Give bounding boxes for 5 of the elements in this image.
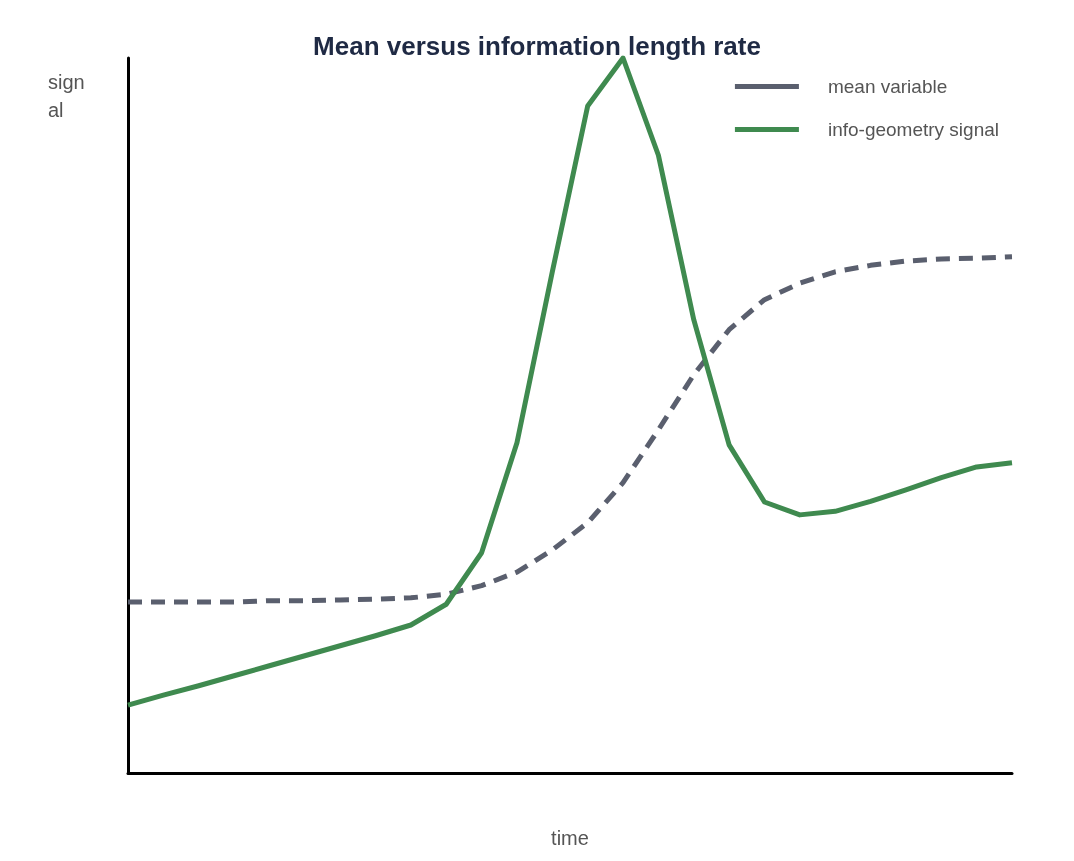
legend-label: mean variable <box>827 76 948 97</box>
chart-title: Mean versus information length rate <box>313 31 761 61</box>
y-axis-title: signal <box>48 71 85 121</box>
legend-label: info-geometry signal <box>827 119 1000 140</box>
x-axis-title: time <box>551 827 589 849</box>
